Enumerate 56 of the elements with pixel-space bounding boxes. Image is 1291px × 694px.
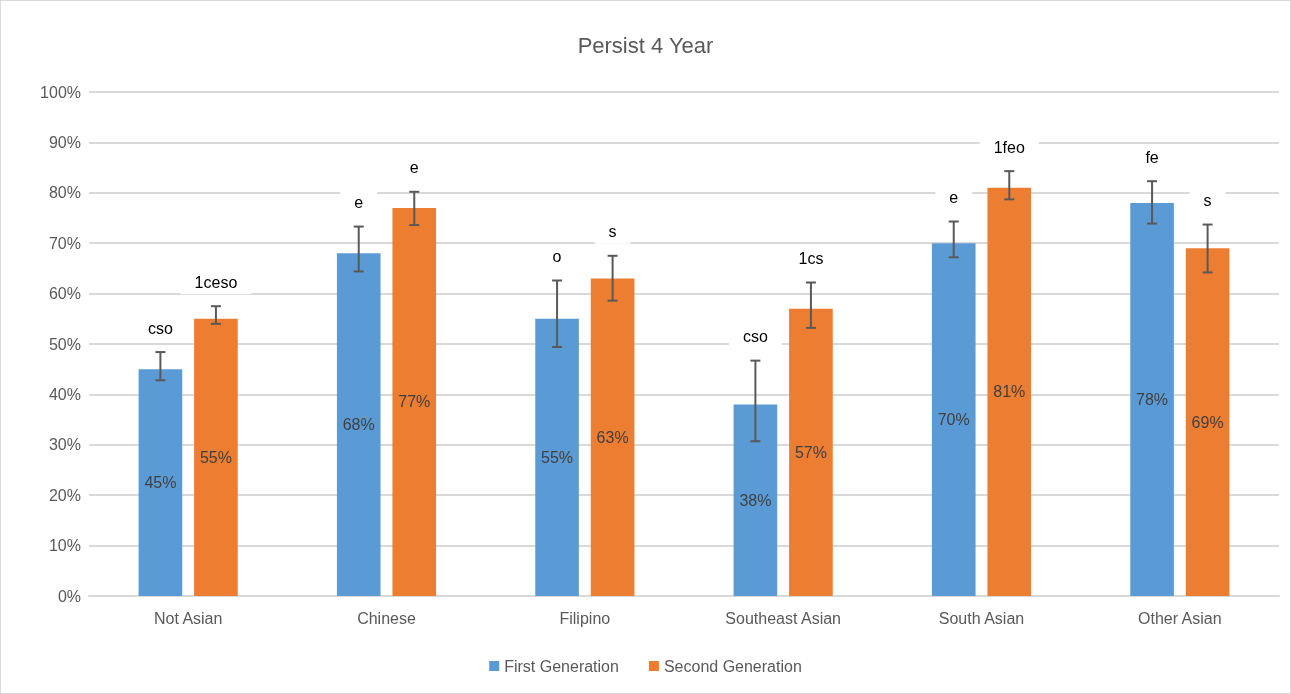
data-label: 68% (342, 416, 375, 434)
bar (1130, 202, 1174, 596)
data-label: 55% (199, 448, 232, 466)
data-label: 38% (739, 491, 772, 509)
y-tick-label: 60% (48, 285, 81, 303)
x-tick-label: Chinese (357, 609, 416, 627)
chart-title: Persist 4 Year (577, 32, 714, 58)
bar (138, 369, 183, 596)
annotation: s (1203, 192, 1212, 210)
x-tick-label: Not Asian (153, 609, 223, 627)
bar (931, 243, 976, 596)
annotation: 1cs (798, 250, 824, 268)
bar (336, 253, 381, 596)
x-tick-label: Southeast Asian (725, 609, 841, 627)
legend-label: Second Generation (663, 657, 802, 675)
bar (1185, 248, 1230, 596)
y-tick-label: 40% (48, 385, 81, 403)
data-label: 63% (596, 428, 629, 446)
y-tick-label: 0% (57, 587, 81, 605)
bar (194, 318, 238, 596)
data-label: 70% (937, 411, 970, 429)
bar (590, 278, 635, 596)
bar (789, 308, 833, 596)
legend-label: First Generation (504, 657, 619, 675)
bar (987, 187, 1032, 596)
y-tick-label: 90% (48, 133, 81, 151)
annotation: s (608, 223, 617, 241)
data-label: 69% (1191, 413, 1224, 431)
data-label: 55% (541, 448, 574, 466)
bar (392, 207, 437, 596)
annotation: cso (742, 328, 768, 346)
annotation: o (552, 248, 562, 265)
annotation: e (409, 159, 419, 177)
y-tick-label: 30% (48, 436, 81, 454)
data-label: 57% (794, 443, 827, 461)
annotation: cso (147, 319, 173, 337)
annotation: fe (1145, 148, 1159, 166)
bar (733, 404, 778, 596)
annotation: 1feo (993, 138, 1025, 156)
y-tick-label: 100% (40, 83, 81, 101)
data-label: 78% (1136, 390, 1169, 408)
y-tick-label: 50% (48, 335, 81, 353)
data-label: 45% (144, 474, 177, 492)
y-tick-label: 20% (48, 486, 81, 504)
annotation: e (949, 189, 959, 207)
data-label: 77% (398, 393, 431, 411)
y-tick-label: 10% (48, 537, 81, 555)
bar (535, 318, 579, 596)
x-tick-label: Filipino (559, 609, 611, 627)
x-tick-label: Other Asian (1138, 609, 1222, 627)
data-label: 81% (993, 383, 1026, 401)
y-tick-label: 70% (48, 234, 81, 252)
annotation: e (354, 194, 364, 212)
annotation: 1ceso (194, 273, 238, 291)
x-tick-label: South Asian (938, 609, 1025, 627)
y-tick-label: 80% (48, 184, 81, 202)
